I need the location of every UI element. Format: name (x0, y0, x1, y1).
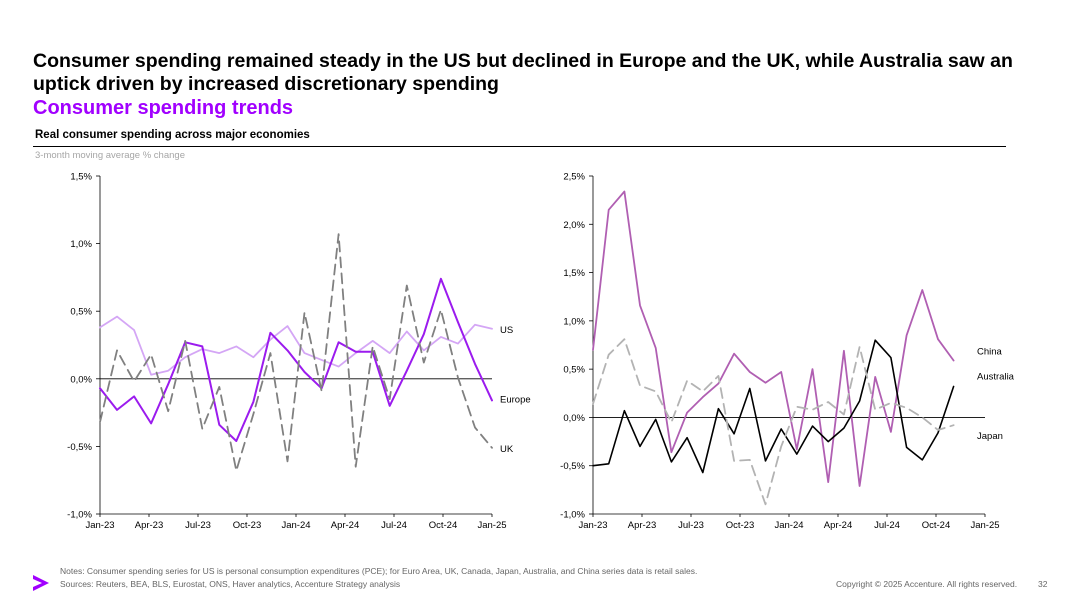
y-tick-label: 2,0% (563, 220, 585, 231)
series-label-us: US (500, 325, 513, 336)
series-label-uk: UK (500, 444, 514, 455)
x-tick-label: Jan-25 (477, 520, 506, 531)
x-tick-label: Jan-25 (970, 520, 999, 531)
series-label-china: China (977, 346, 1003, 357)
x-tick-label: Jan-23 (578, 520, 607, 531)
subtitle: Consumer spending trends (33, 97, 294, 119)
title-divider (33, 146, 1006, 147)
x-tick-label: Apr-24 (331, 520, 360, 531)
y-tick-label: 1,5% (70, 172, 92, 183)
x-tick-label: Jul-24 (874, 520, 900, 531)
series-line-australia (592, 339, 955, 474)
x-tick-label: Jul-24 (381, 520, 407, 531)
x-tick-label: Jul-23 (185, 520, 211, 531)
x-tick-label: Oct-24 (922, 520, 951, 531)
page-number: 32 (1038, 579, 1048, 589)
x-tick-label: Oct-23 (233, 520, 262, 531)
series-label-japan: Japan (977, 431, 1003, 442)
y-tick-label: -1,0% (560, 510, 585, 521)
y-tick-label: -0,5% (560, 461, 585, 472)
y-tick-label: 1,0% (70, 239, 92, 250)
y-tick-label: -0,5% (67, 442, 92, 453)
y-tick-label: 1,5% (563, 268, 585, 279)
series-line-china (592, 190, 955, 487)
series-line-uk (99, 233, 493, 472)
x-tick-label: Jan-23 (85, 520, 114, 531)
x-tick-label: Oct-24 (429, 520, 458, 531)
series-line-us (99, 315, 493, 376)
x-tick-label: Apr-24 (824, 520, 853, 531)
y-tick-label: 0,0% (70, 374, 92, 385)
sources: Sources: Reuters, BEA, BLS, Eurostat, ON… (60, 579, 401, 589)
x-tick-label: Jul-23 (678, 520, 704, 531)
x-tick-label: Jan-24 (281, 520, 310, 531)
y-tick-label: -1,0% (67, 510, 92, 521)
y-tick-label: 1,0% (563, 316, 585, 327)
notes: Notes: Consumer spending series for US i… (60, 566, 698, 576)
units-note: 3-month moving average % change (35, 150, 185, 161)
series-line-japan (592, 338, 955, 506)
headline: Consumer spending remained steady in the… (33, 50, 1013, 95)
x-tick-label: Apr-23 (628, 520, 657, 531)
y-tick-label: 0,5% (563, 365, 585, 376)
copyright: Copyright © 2025 Accenture. All rights r… (836, 579, 1018, 589)
y-tick-label: 0,0% (563, 413, 585, 424)
series-label-europe: Europe (500, 394, 531, 405)
x-tick-label: Apr-23 (135, 520, 164, 531)
chart-title: Real consumer spending across major econ… (35, 129, 310, 141)
y-tick-label: 2,5% (563, 172, 585, 183)
y-tick-label: 0,5% (70, 307, 92, 318)
series-label-australia: Australia (977, 372, 1015, 383)
x-tick-label: Oct-23 (726, 520, 755, 531)
series-line-europe (99, 277, 493, 442)
x-tick-label: Jan-24 (774, 520, 803, 531)
accenture-logo-icon (33, 575, 49, 591)
